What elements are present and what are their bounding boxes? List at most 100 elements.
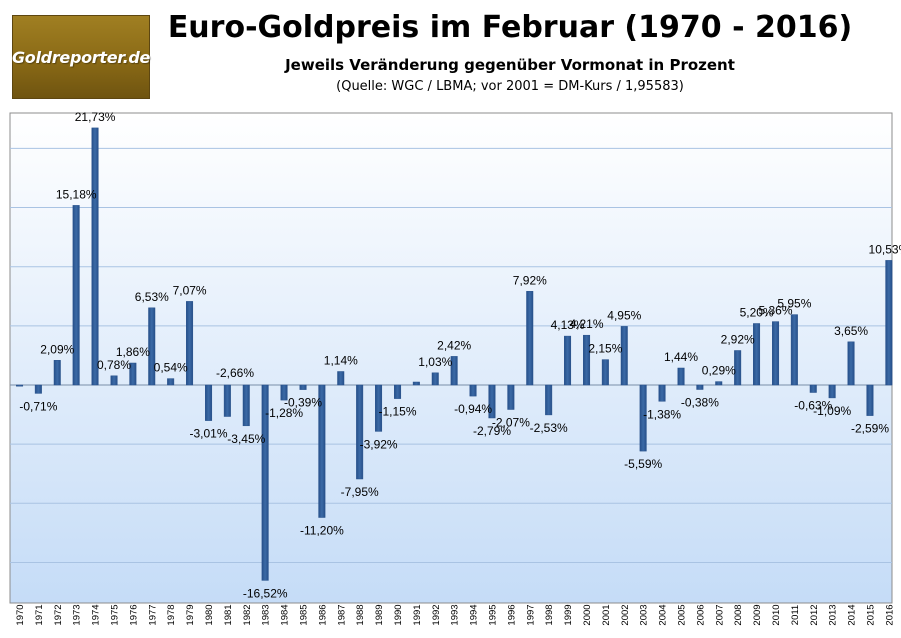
- data-label-1978: 0,54%: [154, 361, 188, 375]
- data-label-1994: -0,94%: [454, 402, 492, 416]
- bar-1973: [72, 205, 80, 386]
- bar-1993: [450, 356, 458, 386]
- x-tick-label: 2015: [866, 604, 877, 625]
- bar-2015: [866, 384, 874, 416]
- bar-1981: [223, 384, 231, 417]
- data-label-1972: 2,09%: [40, 342, 74, 356]
- bar-1988: [356, 384, 364, 480]
- x-tick-label: 2003: [639, 604, 650, 625]
- data-label-1992: 1,03%: [418, 355, 452, 369]
- bar-1984: [280, 384, 288, 401]
- x-tick-label: 1988: [355, 604, 366, 625]
- x-tick-label: 1997: [525, 604, 536, 625]
- x-tick-label: 2014: [847, 604, 858, 625]
- data-label-2011: 5,95%: [777, 297, 811, 311]
- x-tick-label: 1970: [15, 604, 26, 625]
- x-tick-label: 1974: [91, 604, 102, 625]
- bar-2006: [696, 384, 704, 390]
- x-tick-label: 1995: [488, 604, 499, 625]
- x-tick-label: 2002: [620, 604, 631, 625]
- data-label-2003: -5,59%: [624, 457, 662, 471]
- data-label-1979: 7,07%: [173, 283, 207, 297]
- bars: [16, 127, 893, 581]
- data-label-extra: -2,66%: [216, 366, 254, 380]
- bar-1991: [412, 381, 420, 386]
- data-label-1995: -2,79%: [473, 424, 511, 438]
- x-tick-label: 1985: [299, 604, 310, 625]
- x-tick-label: 1990: [393, 604, 404, 625]
- bar-1977: [148, 307, 156, 386]
- bar-1978: [167, 378, 175, 386]
- bar-1985: [299, 384, 307, 390]
- bar-2008: [734, 350, 742, 386]
- data-label-2007: 0,29%: [702, 364, 736, 378]
- bar-2007: [715, 381, 723, 386]
- data-label-1990: -1,15%: [378, 405, 416, 419]
- bar-1992: [431, 372, 439, 386]
- data-labels: -0,71% 2,09% 15,18% 21,73% 0,78%1,86% 6,53% 0,…: [19, 110, 901, 601]
- x-tick-label: 1999: [563, 604, 574, 625]
- data-label-2001: 2,15%: [588, 342, 622, 356]
- data-label-1974: 21,73%: [75, 110, 116, 124]
- data-label-2014: 3,65%: [834, 324, 868, 338]
- bar-2000: [583, 334, 591, 386]
- bar-1972: [53, 360, 61, 386]
- data-label-2004: -1,38%: [643, 407, 681, 421]
- x-tick-label: 1977: [147, 604, 158, 625]
- data-label-1976: 1,86%: [116, 345, 150, 359]
- x-tick-label: 1987: [336, 604, 347, 625]
- x-tick-label: 1972: [53, 604, 64, 625]
- bar-1997: [526, 291, 534, 386]
- data-label-2013: -1,09%: [813, 404, 851, 418]
- x-axis-labels: 1970 1971 1972 1973 1974 1975 1976 1977 1978 1979…: [15, 604, 895, 625]
- x-tick-label: 1976: [128, 604, 139, 625]
- data-label-1997: 7,92%: [513, 273, 547, 287]
- data-label-2015: -2,59%: [851, 422, 889, 436]
- bar-2014: [847, 341, 855, 386]
- bar-2005: [677, 367, 685, 386]
- bar-1975: [110, 375, 118, 386]
- x-tick-label: 1996: [506, 604, 517, 625]
- data-label-2010: 5,36%: [758, 304, 792, 318]
- bar-1990: [394, 384, 402, 399]
- bar-2011: [790, 314, 798, 386]
- data-label-2016: 10,53%: [869, 242, 901, 256]
- data-label-2006: -0,38%: [681, 396, 719, 410]
- x-tick-label: 1989: [374, 604, 385, 625]
- bar-1996: [507, 384, 515, 410]
- bar-2003: [639, 384, 647, 452]
- x-tick-label: 1980: [204, 604, 215, 625]
- x-tick-label: 1984: [280, 604, 291, 625]
- data-label-2002: 4,95%: [607, 308, 641, 322]
- data-label-1998: -2,53%: [530, 421, 568, 435]
- x-tick-label: 2013: [828, 604, 839, 625]
- bar-2001: [601, 359, 609, 386]
- bar-1979: [186, 301, 194, 386]
- data-label-1980: -3,01%: [189, 427, 227, 441]
- data-label-1983: -16,52%: [243, 586, 288, 600]
- x-tick-label: 2010: [771, 604, 782, 625]
- goldreporter-logo: Goldreporter.de: [12, 15, 150, 99]
- bar-1994: [469, 384, 477, 397]
- data-label-1971: -0,71%: [19, 399, 57, 413]
- x-tick-label: 2004: [658, 604, 669, 625]
- data-label-1987: 1,14%: [324, 354, 358, 368]
- data-label-2005: 1,44%: [664, 350, 698, 364]
- x-tick-label: 2008: [733, 604, 744, 625]
- x-tick-label: 1983: [261, 604, 272, 625]
- bar-1999: [564, 335, 572, 386]
- bar-2012: [809, 384, 817, 393]
- data-label-1996: -2,07%: [492, 416, 530, 430]
- bar-1995: [488, 384, 496, 419]
- bar-1986: [318, 384, 326, 518]
- bar-2004: [658, 384, 666, 402]
- data-label-1984: -1,28%: [265, 406, 303, 420]
- x-tick-label: 1993: [450, 604, 461, 625]
- chart-title: Euro-Goldpreis im Februar (1970 - 2016): [167, 10, 853, 45]
- bar-1989: [375, 384, 383, 432]
- bar-2013: [828, 384, 836, 399]
- data-label-1977: 6,53%: [135, 290, 169, 304]
- data-label-1999: 4,13%: [551, 318, 585, 332]
- gridlines: [10, 147, 892, 563]
